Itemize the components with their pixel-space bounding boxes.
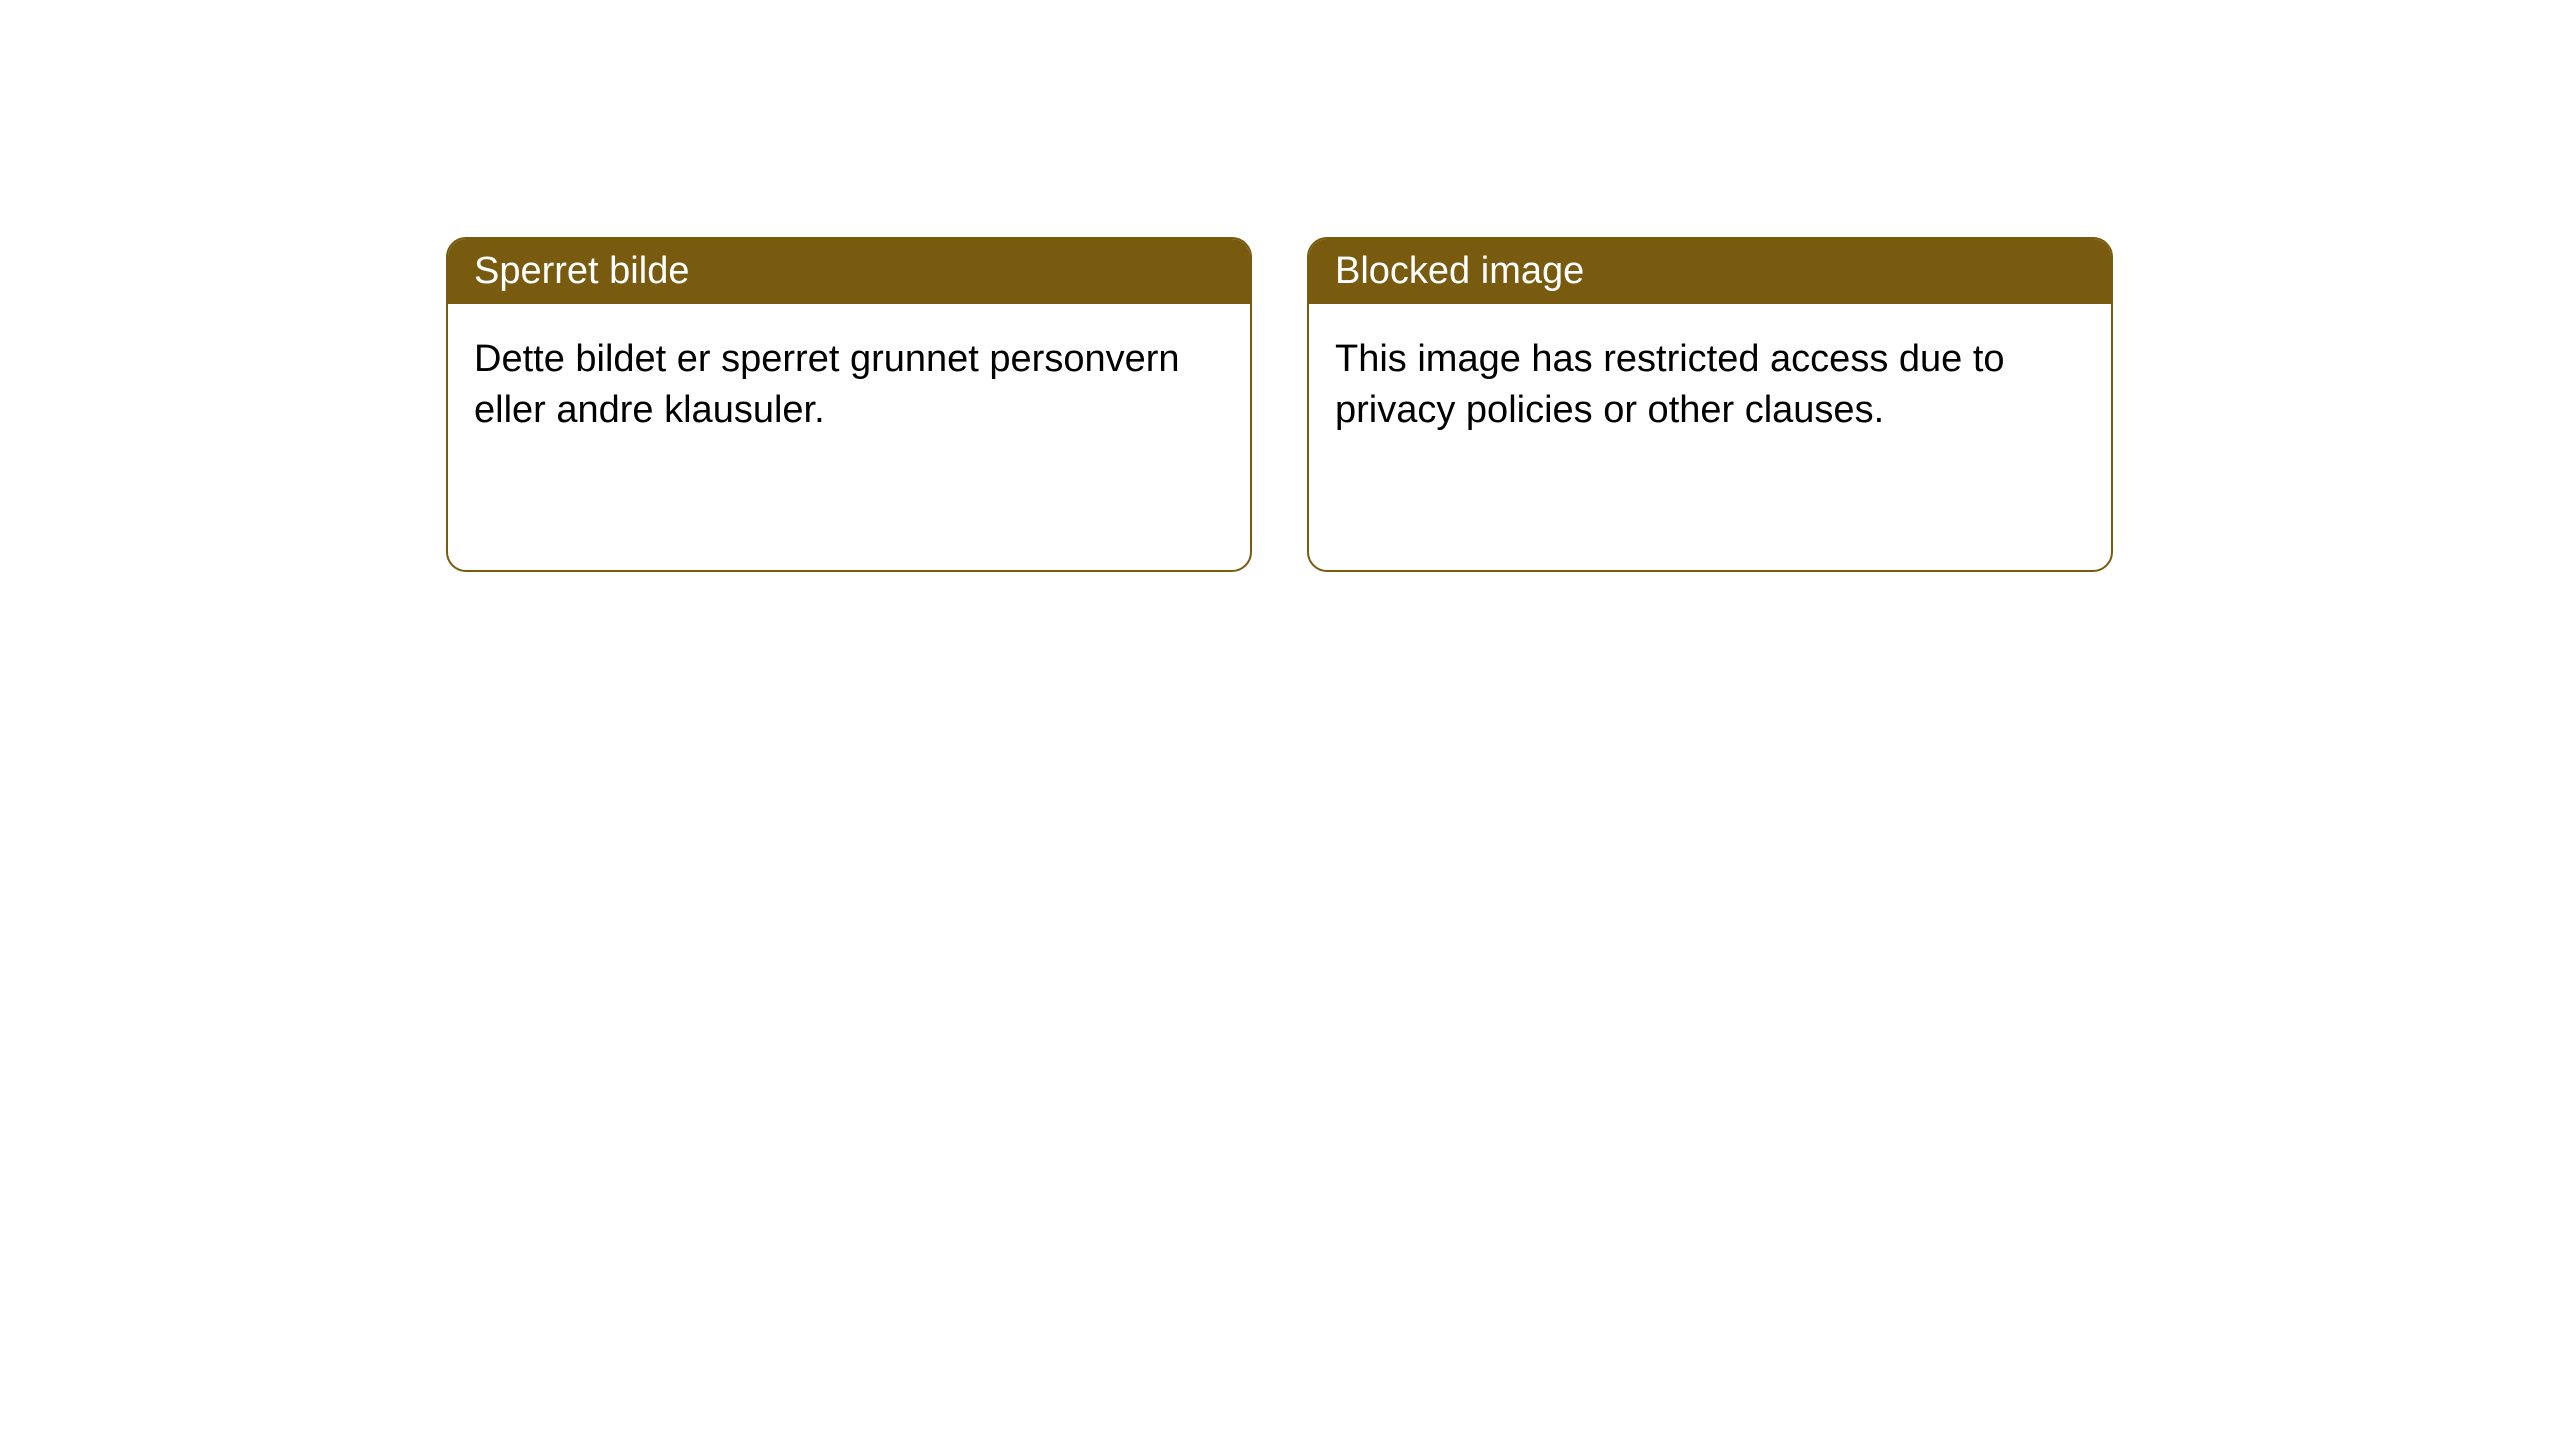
notice-body: This image has restricted access due to … bbox=[1309, 304, 2111, 570]
notice-box-english: Blocked image This image has restricted … bbox=[1307, 237, 2113, 572]
notice-container: Sperret bilde Dette bildet er sperret gr… bbox=[446, 237, 2113, 572]
notice-header: Sperret bilde bbox=[448, 239, 1250, 304]
notice-body: Dette bildet er sperret grunnet personve… bbox=[448, 304, 1250, 570]
notice-header: Blocked image bbox=[1309, 239, 2111, 304]
notice-box-norwegian: Sperret bilde Dette bildet er sperret gr… bbox=[446, 237, 1252, 572]
